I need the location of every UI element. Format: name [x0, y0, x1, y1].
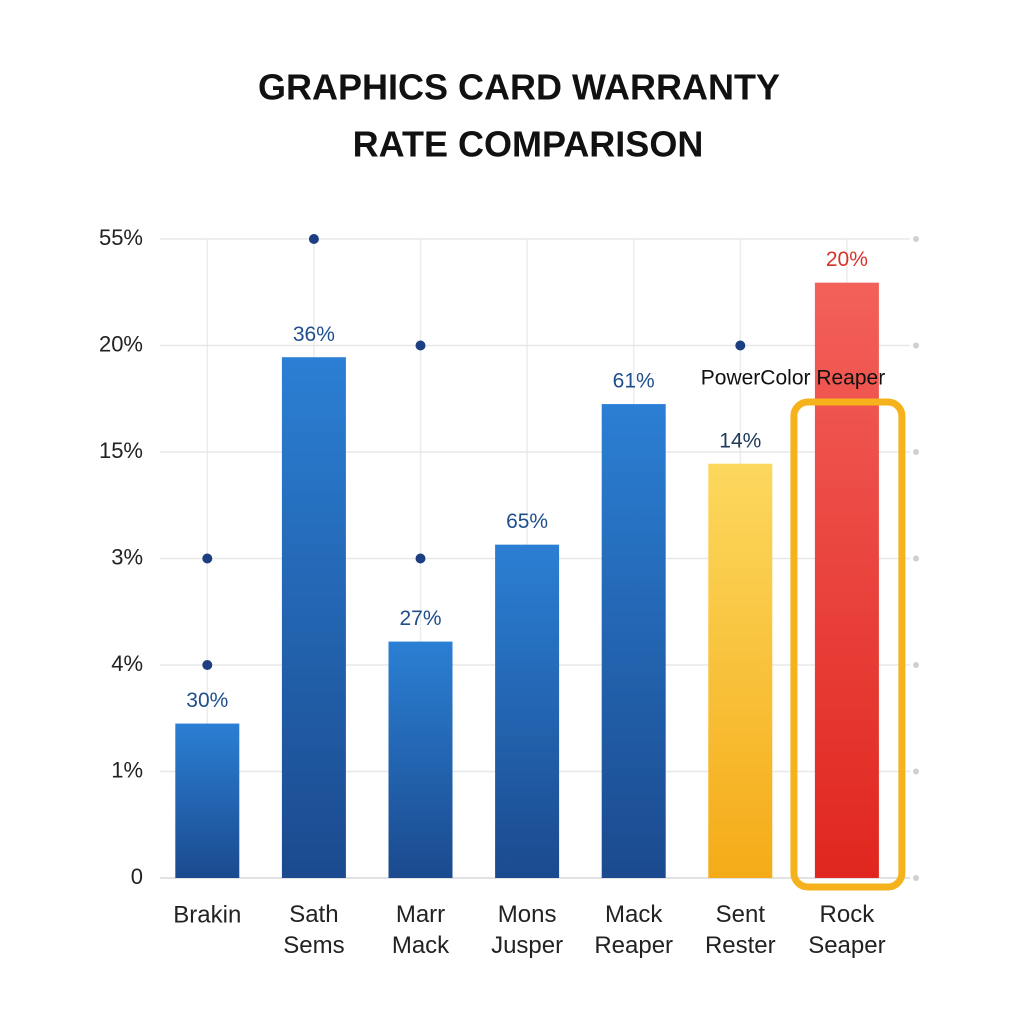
marker-dot — [308, 234, 319, 244]
y-tick-label: 1% — [111, 757, 143, 782]
y-tick-label: 20% — [99, 331, 143, 356]
y-tick-label: 0 — [131, 864, 143, 889]
x-tick-label: Mons Jusper — [491, 901, 563, 959]
bar — [495, 544, 560, 878]
grid-end-dot — [913, 662, 919, 668]
x-tick-label: Mack Reaper — [594, 901, 673, 959]
bar — [388, 641, 453, 878]
chart-title: RATE COMPARISON — [353, 124, 704, 165]
marker-dot — [415, 340, 426, 351]
y-tick-label: 15% — [99, 438, 143, 463]
y-tick-label: 55% — [99, 225, 143, 250]
x-tick-label: Sent Rester — [705, 901, 776, 959]
highlight-box — [790, 398, 906, 891]
bar — [601, 404, 666, 878]
grid-end-dot — [913, 236, 919, 242]
grid-end-dot — [913, 555, 919, 562]
marker-dot — [735, 340, 746, 351]
bar — [281, 357, 346, 879]
bar-label: 14% — [719, 429, 761, 452]
bar-label: 20% — [826, 248, 868, 271]
bar-label: 30% — [186, 689, 228, 712]
grid-end-dot — [913, 342, 919, 349]
bar-label: 27% — [399, 607, 441, 630]
marker-dot — [202, 553, 213, 564]
y-tick-label: 3% — [111, 544, 143, 569]
marker-dot — [415, 553, 426, 564]
chart-title: GRAPHICS CARD WARRANTY — [258, 67, 780, 108]
bar — [708, 463, 773, 878]
y-tick-label: 4% — [111, 651, 143, 676]
bar — [814, 282, 879, 878]
bar — [175, 723, 240, 878]
grid-end-dot — [913, 875, 919, 881]
marker-dot — [202, 660, 213, 670]
annotation: PowerColor Reaper — [701, 367, 885, 390]
bar-label: 36% — [293, 323, 335, 346]
x-tick-label: Rock Seaper — [808, 901, 885, 959]
bar-label: 65% — [506, 510, 548, 533]
grid-end-dot — [913, 449, 919, 455]
grid-end-dot — [913, 768, 919, 775]
bar-label: 61% — [613, 370, 655, 393]
x-tick-label: Brakin — [173, 901, 241, 928]
x-tick-label: Marr Mack — [392, 901, 450, 959]
x-tick-label: Sath Sems — [283, 901, 344, 959]
